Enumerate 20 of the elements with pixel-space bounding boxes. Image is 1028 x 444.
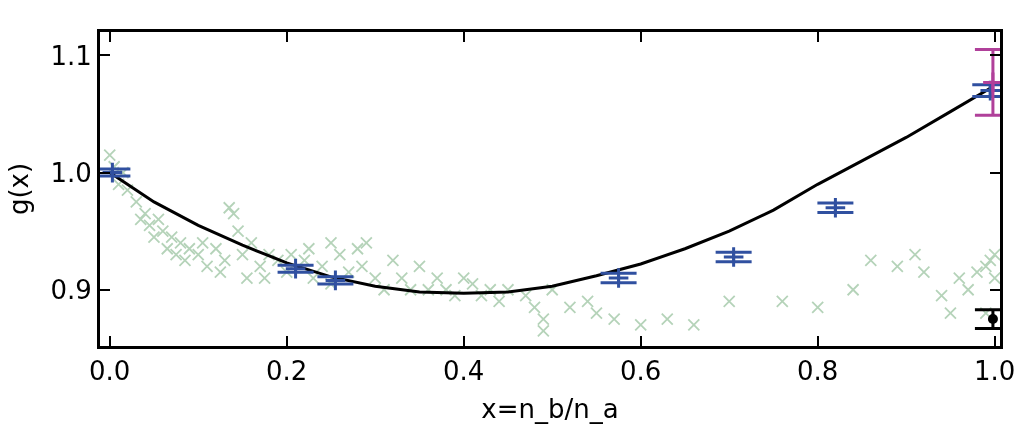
point (824, 196, 847, 220)
y-tick-label: 1.1 (50, 40, 92, 71)
line-series (108, 86, 992, 295)
y-tick-label: 1.0 (50, 157, 92, 188)
point (607, 266, 630, 290)
x-tick-label: 1.0 (974, 356, 1016, 387)
x-tick-label: 0.2 (266, 356, 308, 387)
point (722, 245, 745, 269)
y-tick-label: 0.9 (50, 274, 92, 305)
point (981, 71, 1000, 94)
x-tick-label: 0.8 (797, 356, 839, 387)
point (324, 269, 347, 292)
x-tick-label: 0.6 (620, 356, 662, 387)
x-axis-title: x=n_b/n_a (481, 393, 619, 424)
y-axis-title: g(x) (3, 162, 34, 216)
point (284, 257, 307, 280)
point (101, 161, 124, 184)
x-tick-label: 0.4 (443, 356, 485, 387)
x-tick-label: 0.0 (89, 356, 131, 387)
point (987, 314, 998, 325)
